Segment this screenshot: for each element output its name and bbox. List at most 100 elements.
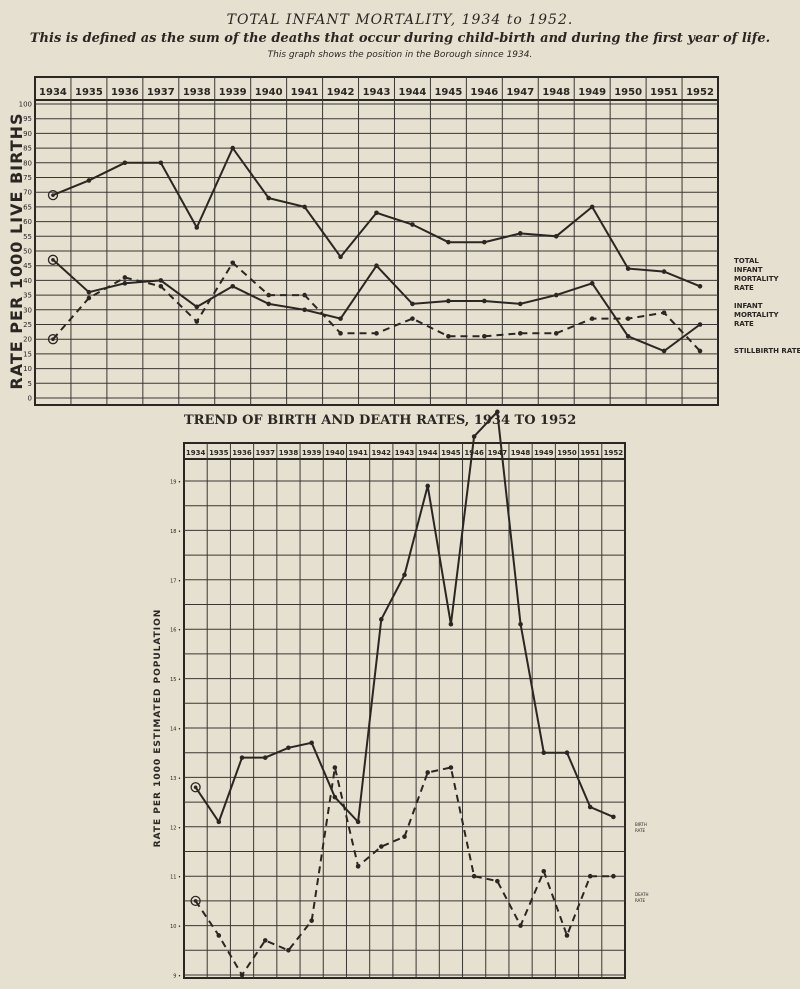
chart1-y-tick-label: 10 [23, 365, 32, 373]
chart1-data-point [86, 178, 92, 183]
chart2-data-point [541, 750, 547, 755]
chart1-data-point [47, 254, 59, 265]
chart1-x-tick-label: 1949 [578, 87, 606, 98]
chart2-x-tick-label: 1949 [534, 449, 554, 457]
chart1-data-point [51, 193, 55, 197]
chart1-data-point [625, 316, 631, 321]
chart1-data-point [553, 234, 559, 239]
chart1-data-point [661, 348, 667, 354]
chart1-y-tick-label: 0 [28, 395, 32, 403]
chart-subtitle: This is defined as the sum of the deaths… [29, 31, 771, 46]
chart1-data-point [158, 283, 164, 289]
chart1-y-tick-label: 65 [23, 203, 32, 211]
chart1-y-tick-label: 20 [23, 336, 32, 344]
chart1-data-point [266, 292, 271, 298]
chart2-data-point [378, 844, 384, 849]
chart1-data-point [374, 210, 379, 216]
chart2-x-tick-label: 1951 [580, 449, 600, 457]
chart1-data-point [194, 319, 200, 324]
chart1-data-point [230, 145, 236, 151]
chart2-data-point [332, 794, 338, 800]
chart1-data-point [47, 334, 59, 345]
chart1-data-point [446, 239, 451, 245]
chart2-data-point [471, 873, 477, 879]
chart1-data-point [230, 283, 236, 289]
chart2-x-tick-label: 1940 [325, 449, 345, 457]
chart2-data-point [448, 621, 454, 627]
chart2-data-point [564, 750, 570, 755]
chart2-data-point [216, 819, 222, 825]
chart2-data-point [190, 782, 201, 793]
chart-note: This graph shows the position in the Bor… [267, 50, 533, 60]
chart1-data-point [51, 337, 55, 342]
chart1-data-point [338, 254, 343, 260]
chart2-y-tick-label: 19 • [170, 480, 181, 486]
chart1-y-tick-label: 85 [23, 145, 32, 153]
chart2-y-axis-label: RATE PER 1000 ESTIMATED POPULATION [153, 609, 163, 848]
chart1-y-tick-label: 40 [23, 277, 32, 285]
chart1-y-axis-label: RATE PER 1000 LIVE BIRTHS [7, 112, 26, 389]
chart2-y-tick-label: 10 • [170, 924, 181, 930]
chart2-data-point [402, 572, 407, 578]
chart2-data-point [378, 617, 384, 622]
chart1-legend-label-2: MORTALITY [734, 311, 779, 319]
chart1-data-point [266, 195, 271, 201]
chart1-data-point [338, 331, 343, 336]
chart1-data-point [410, 301, 415, 307]
chart1-y-tick-label: 25 [23, 321, 32, 329]
chart2-x-tick-label: 1942 [372, 449, 392, 457]
chart1-data-point [158, 278, 164, 283]
chart1-y-tick-label: 75 [23, 174, 32, 182]
chart2-data-point [518, 621, 523, 627]
chart2-x-tick-label: 1946 [464, 449, 484, 457]
chart1-x-tick-label: 1935 [75, 87, 103, 98]
chart1-data-point [482, 333, 487, 339]
chart1-data-point [517, 331, 523, 336]
chart1-x-tick-label: 1945 [434, 87, 462, 98]
chart1-x-tick-label: 1951 [650, 87, 678, 98]
chart2-y-tick-label: 14 • [170, 727, 181, 733]
chart1-legend-label-2: INFANT [734, 302, 763, 310]
chart1-data-point [482, 239, 487, 245]
chart1-data-point [158, 160, 164, 166]
chart1-data-point [266, 301, 271, 307]
chart2-data-point [518, 923, 523, 928]
chart2-data-point [425, 770, 431, 775]
chart2-x-tick-label: 1945 [441, 449, 461, 457]
chart2-data-point [216, 933, 222, 938]
chart2-x-tick-label: 1938 [279, 449, 299, 457]
chart2-y-tick-label: 12 • [170, 825, 181, 831]
chart1-x-tick-label: 1938 [183, 87, 211, 98]
chart2-data-point [471, 434, 477, 439]
chart2-y-tick-label: 18 • [170, 529, 181, 535]
chart2-x-tick-label: 1941 [348, 449, 368, 457]
chart1-data-point [302, 307, 307, 313]
chart2-data-point [425, 483, 431, 489]
chart2-data-point [355, 819, 361, 825]
chart2-x-tick-label: 1948 [511, 449, 531, 457]
chart1-legend-label-1: RATE [734, 284, 754, 292]
chart1-data-point [446, 298, 451, 304]
chart1-x-tick-label: 1948 [542, 87, 570, 98]
chart1-data-point [553, 331, 559, 336]
chart1-y-tick-label: 100 [19, 101, 32, 109]
chart2-y-tick-label: 11 • [170, 875, 181, 881]
chart1-y-tick-label: 45 [23, 262, 32, 270]
chart1-data-point [625, 266, 631, 271]
chart1-data-point [446, 333, 451, 339]
chart1-data-point [374, 263, 379, 269]
chart2-y-tick-label: 15 • [170, 677, 181, 683]
chart1-data-point [122, 281, 128, 286]
chart1-data-point [625, 333, 631, 339]
chart1-data-point [302, 204, 307, 210]
chart2-data-point [193, 899, 198, 903]
chart2-data-point [402, 834, 407, 839]
chart1-data-point [482, 298, 487, 304]
chart1-data-point [589, 281, 595, 286]
chart2-data-point [309, 918, 314, 923]
chart2-y-tick-label: 17 • [170, 578, 181, 584]
chart1-y-tick-label: 35 [23, 292, 32, 300]
chart1-data-point [374, 331, 379, 336]
chart1-x-tick-label: 1944 [399, 87, 427, 98]
chart2-data-point [239, 972, 245, 978]
